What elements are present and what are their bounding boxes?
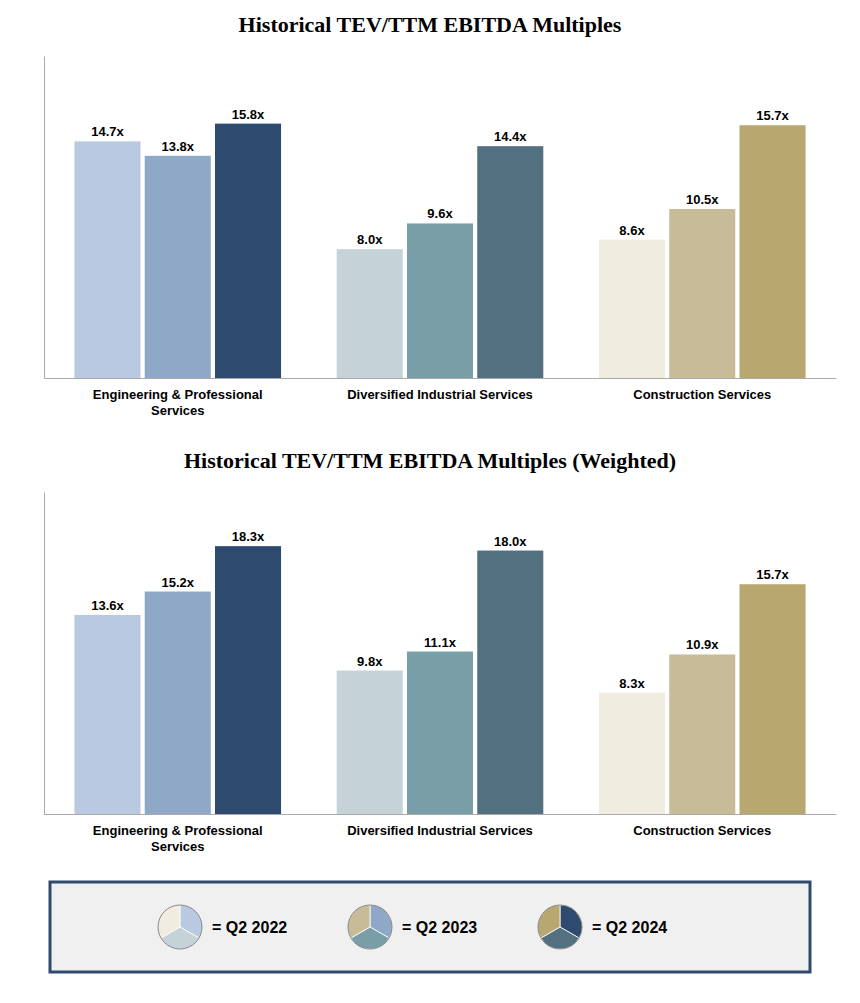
data-label: 8.3x [619, 676, 645, 691]
bar [739, 584, 805, 814]
bar [669, 209, 735, 378]
legend-icon [348, 905, 370, 938]
data-label: 8.6x [619, 223, 645, 238]
plot-area: 13.6x 9.8x 8.3x 15.2x 11.1x 10.9x 18.3x 18.0x 15… [45, 493, 837, 854]
bar [145, 592, 211, 814]
data-labels: 13.6x 9.8x 8.3x 15.2x 11.1x 10.9x 18.3x 18.0x 15… [91, 529, 789, 690]
bar [215, 124, 281, 378]
bars [74, 546, 805, 814]
data-labels: 14.7x 8.0x 8.6x 13.8x 9.6x 10.5x 15.8x 14.4x 15.… [91, 107, 789, 248]
data-label: 11.1x [424, 635, 457, 650]
x-axis: Engineering & ProfessionalServices Divers… [45, 378, 837, 418]
legend-icon-ring [158, 905, 202, 949]
data-label: 9.6x [427, 206, 453, 221]
category-label: Construction Services [633, 823, 771, 838]
chart-title: Historical TEV/TTM EBITDA Multiples (Wei… [184, 448, 676, 473]
data-label: 18.3x [232, 529, 265, 544]
baseline [45, 378, 837, 379]
data-label: 10.9x [686, 637, 719, 652]
legend-item: = Q2 2023 [348, 905, 477, 949]
y-axis [44, 57, 45, 379]
bar [599, 693, 665, 814]
data-label: 15.7x [756, 108, 789, 123]
legend-label: = Q2 2022 [212, 919, 287, 936]
bar [337, 249, 403, 378]
x-axis: Engineering & ProfessionalServices Divers… [45, 814, 837, 854]
x-tick: Engineering & ProfessionalServices [93, 378, 263, 418]
category-label: Engineering & ProfessionalServices [93, 387, 263, 418]
category-label: Construction Services [633, 387, 771, 402]
bar [477, 551, 543, 814]
data-label: 15.2x [161, 575, 194, 590]
x-tick: Engineering & ProfessionalServices [93, 814, 263, 854]
category-label: Engineering & ProfessionalServices [93, 823, 263, 854]
data-label: 13.6x [91, 598, 124, 613]
bar [145, 156, 211, 378]
y-axis-line [44, 493, 45, 815]
legend-item: = Q2 2024 [538, 905, 667, 949]
legend-icon [158, 905, 180, 938]
bar [669, 654, 735, 814]
legend-label: = Q2 2023 [402, 919, 477, 936]
legend-box [50, 882, 810, 972]
data-label: 13.8x [161, 139, 194, 154]
bar [599, 240, 665, 378]
bars [74, 124, 805, 378]
x-tick: Diversified Industrial Services [347, 814, 533, 838]
y-axis [44, 493, 45, 815]
legend-label: = Q2 2024 [592, 919, 667, 936]
chart-panel: Historical TEV/TTM EBITDA Multiples (Wei… [45, 448, 837, 854]
baseline [45, 814, 837, 815]
chart-root: Historical TEV/TTM EBITDA Multiples 14.7x… [0, 0, 860, 1003]
legend-item: = Q2 2022 [158, 905, 287, 949]
plot-area: 14.7x 8.0x 8.6x 13.8x 9.6x 10.5x 15.8x 14.4x 15.… [45, 57, 837, 418]
bar [739, 125, 805, 378]
data-label: 18.0x [494, 534, 527, 549]
bar [215, 546, 281, 814]
data-label: 15.8x [232, 107, 265, 122]
data-label: 10.5x [686, 192, 719, 207]
bar [74, 615, 140, 814]
legend-icon-ring [348, 905, 392, 949]
x-tick: Construction Services [633, 814, 771, 838]
category-label: Diversified Industrial Services [347, 387, 533, 402]
bar [337, 671, 403, 814]
x-tick: Diversified Industrial Services [347, 378, 533, 402]
chart-panel: Historical TEV/TTM EBITDA Multiples 14.7x… [45, 12, 837, 418]
legend: = Q2 2022 = Q2 2023 = Q2 2024 [50, 882, 810, 972]
y-axis-line [44, 57, 45, 379]
bar [74, 141, 140, 378]
data-label: 15.7x [756, 567, 789, 582]
x-tick: Construction Services [633, 378, 771, 402]
bar [407, 652, 473, 814]
chart-title: Historical TEV/TTM EBITDA Multiples [239, 12, 622, 37]
bar [407, 223, 473, 378]
data-label: 14.7x [91, 124, 124, 139]
data-label: 14.4x [494, 129, 527, 144]
legend-icon-ring [538, 905, 582, 949]
bar [477, 146, 543, 378]
data-label: 9.8x [357, 654, 383, 669]
legend-icon [538, 905, 560, 938]
data-label: 8.0x [357, 232, 383, 247]
category-label: Diversified Industrial Services [347, 823, 533, 838]
